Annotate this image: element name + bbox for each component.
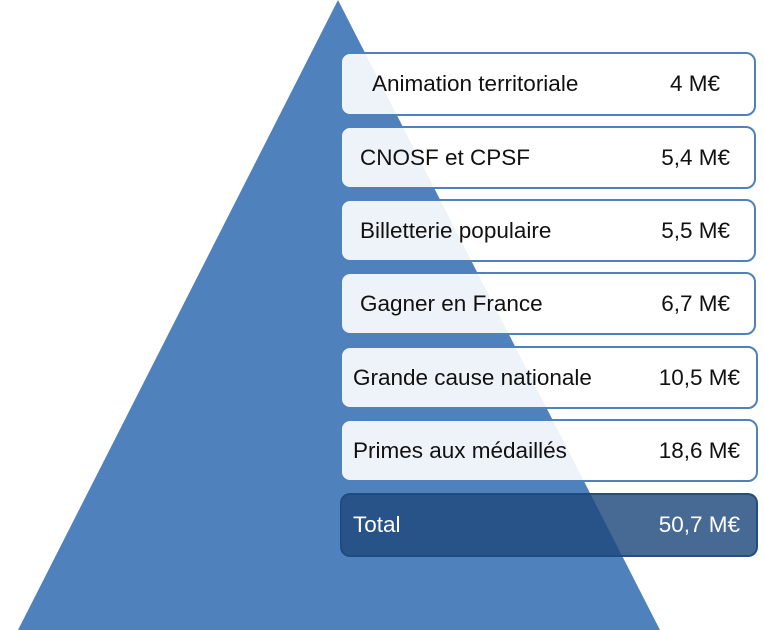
row-value: 6,7 M€	[661, 290, 730, 316]
row-value: 4 M€	[669, 71, 720, 96]
row-label: Billetterie populaire	[360, 217, 552, 243]
row-value: 18,6 M€	[658, 437, 740, 463]
row-value: 10,5 M€	[658, 364, 740, 390]
row-cnosf-cpsf: CNOSF et CPSF 5,4 M€	[340, 126, 756, 189]
row-label: Primes aux médaillés	[353, 437, 567, 463]
total-value: 50,7 M€	[658, 512, 740, 537]
row-total: Total 50,7 M€	[340, 493, 758, 557]
row-grande-cause-nationale: Grande cause nationale 10,5 M€	[340, 346, 758, 409]
row-animation-territoriale: Animation territoriale 4 M€	[340, 52, 756, 116]
row-billetterie-populaire: Billetterie populaire 5,5 M€	[340, 199, 756, 262]
row-value: 5,4 M€	[661, 144, 730, 170]
row-label: Grande cause nationale	[353, 364, 592, 390]
row-value: 5,5 M€	[661, 217, 730, 243]
row-gagner-en-france: Gagner en France 6,7 M€	[340, 272, 756, 335]
total-label: Total	[353, 512, 401, 537]
row-primes-aux-medailles: Primes aux médaillés 18,6 M€	[340, 419, 758, 482]
row-label: CNOSF et CPSF	[360, 144, 531, 170]
row-label: Animation territoriale	[372, 71, 579, 96]
row-label: Gagner en France	[360, 290, 543, 316]
